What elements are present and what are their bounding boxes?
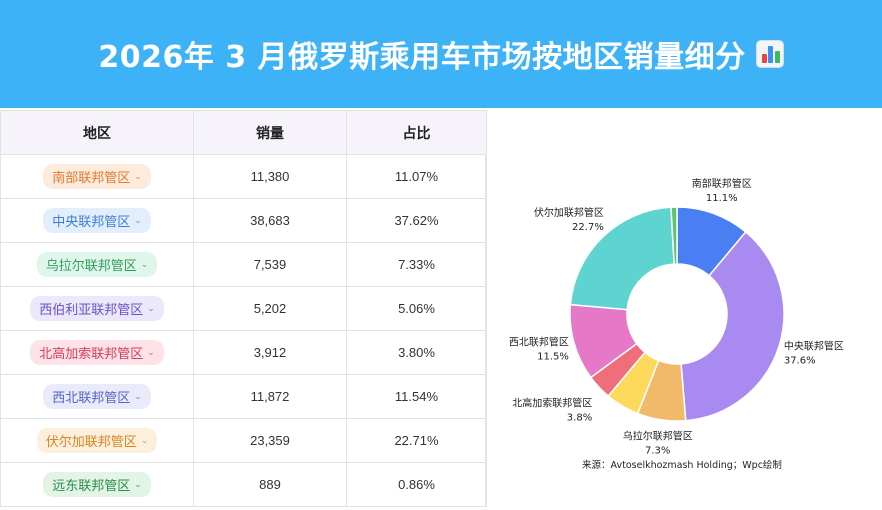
slice-label: 乌拉尔联邦管区 — [623, 430, 693, 443]
column-header-share: 占比 — [346, 110, 487, 155]
region-tag-label: 伏尔加联邦管区 — [45, 435, 137, 450]
header-banner: 2026年 3 月俄罗斯乘用车市场按地区销量细分 — [0, 0, 882, 108]
region-tag-label: 远东联邦管区 — [52, 479, 131, 494]
sales-cell: 889 — [193, 462, 347, 507]
region-tag-label: 中央联邦管区 — [52, 215, 131, 230]
table-row: 北高加索联邦管区 ⌄ 3,912 3.80% — [0, 330, 487, 375]
region-tag-dropdown[interactable]: 中央联邦管区 ⌄ — [43, 208, 151, 233]
sales-cell: 7,539 — [193, 242, 347, 287]
region-tag-label: 西伯利亚联邦管区 — [39, 303, 144, 318]
share-cell: 3.80% — [346, 330, 487, 375]
share-cell: 0.86% — [346, 462, 487, 507]
sales-cell: 38,683 — [193, 198, 347, 243]
region-tag-label: 乌拉尔联邦管区 — [45, 259, 137, 274]
share-cell: 7.33% — [346, 242, 487, 287]
slice-label: 伏尔加联邦管区 — [534, 206, 604, 219]
region-tag-dropdown[interactable]: 南部联邦管区 ⌄ — [43, 164, 151, 189]
share-cell: 5.06% — [346, 286, 487, 331]
chevron-down-icon: ⌄ — [134, 391, 142, 402]
slice-label: 北高加索联邦管区 — [512, 397, 592, 410]
region-tag-dropdown[interactable]: 伏尔加联邦管区 ⌄ — [36, 428, 158, 453]
donut-slice — [569, 206, 675, 311]
table-row: 西北联邦管区 ⌄ 11,872 11.54% — [0, 374, 487, 419]
bar-chart-emoji-icon — [755, 40, 784, 68]
sales-cell: 11,380 — [193, 154, 347, 199]
region-tag-label: 北高加索联邦管区 — [39, 347, 144, 362]
region-tag-dropdown[interactable]: 北高加索联邦管区 ⌄ — [30, 340, 164, 365]
column-header-region: 地区 — [0, 110, 194, 155]
slice-percent-label: 7.3% — [645, 446, 670, 457]
sales-cell: 5,202 — [193, 286, 347, 331]
region-cell: 西北联邦管区 ⌄ — [0, 374, 194, 419]
donut-slice — [680, 230, 785, 422]
chevron-down-icon: ⌄ — [147, 303, 155, 314]
chevron-down-icon: ⌄ — [134, 479, 142, 490]
share-cell: 11.07% — [346, 154, 487, 199]
share-cell: 37.62% — [346, 198, 487, 243]
region-cell: 伏尔加联邦管区 ⌄ — [0, 418, 194, 463]
donut-chart-panel: 南部联邦管区 11.1% 中央联邦管区 37.6% 乌拉尔联邦管区 7.3% 北高加索联邦管… — [487, 110, 882, 506]
table-row: 远东联邦管区 ⌄ 889 0.86% — [0, 462, 487, 507]
chart-source-note: 来源：Avtoselkhozmash Holding；Wpc绘制 — [582, 459, 782, 471]
donut-chart: 南部联邦管区 11.1% 中央联邦管区 37.6% 乌拉尔联邦管区 7.3% 北高加索联邦管… — [509, 177, 844, 471]
chevron-down-icon: ⌄ — [140, 259, 149, 270]
region-tag-label: 南部联邦管区 — [52, 171, 131, 186]
table-row: 乌拉尔联邦管区 ⌄ 7,539 7.33% — [0, 242, 487, 287]
sales-cell: 11,872 — [193, 374, 347, 419]
slice-percent-label: 11.5% — [537, 351, 569, 362]
region-cell: 远东联邦管区 ⌄ — [0, 462, 194, 507]
region-cell: 乌拉尔联邦管区 ⌄ — [0, 242, 194, 287]
table-row: 西伯利亚联邦管区 ⌄ 5,202 5.06% — [0, 286, 487, 331]
region-tag-dropdown[interactable]: 西北联邦管区 ⌄ — [43, 384, 151, 409]
sales-cell: 23,359 — [193, 418, 347, 463]
sales-cell: 3,912 — [193, 330, 347, 375]
share-cell: 22.71% — [346, 418, 487, 463]
sales-table-panel: 地区 销量 占比 南部联邦管区 ⌄ 11,380 11.07% 中央联邦管区 ⌄ 38,68… — [0, 110, 487, 507]
slice-percent-label: 37.6% — [784, 356, 816, 367]
slice-label: 西北联邦管区 — [509, 335, 569, 348]
page-title: 2026年 3 月俄罗斯乘用车市场按地区销量细分 — [98, 40, 746, 75]
chevron-down-icon: ⌄ — [134, 215, 142, 226]
region-cell: 南部联邦管区 ⌄ — [0, 154, 194, 199]
region-tag-dropdown[interactable]: 乌拉尔联邦管区 ⌄ — [36, 252, 158, 277]
slice-percent-label: 22.7% — [572, 222, 604, 233]
slice-label: 南部联邦管区 — [692, 177, 752, 190]
table-header-row: 地区 销量 占比 — [0, 110, 487, 155]
chevron-down-icon: ⌄ — [134, 171, 142, 182]
region-cell: 西伯利亚联邦管区 ⌄ — [0, 286, 194, 331]
table-row: 中央联邦管区 ⌄ 38,683 37.62% — [0, 198, 487, 243]
table-row: 南部联邦管区 ⌄ 11,380 11.07% — [0, 154, 487, 199]
column-header-sales: 销量 — [193, 110, 347, 155]
region-tag-dropdown[interactable]: 远东联邦管区 ⌄ — [43, 472, 151, 497]
region-cell: 北高加索联邦管区 ⌄ — [0, 330, 194, 375]
donut-slice — [670, 206, 678, 265]
sales-table: 地区 销量 占比 南部联邦管区 ⌄ 11,380 11.07% 中央联邦管区 ⌄ 38,68… — [0, 110, 487, 507]
slice-percent-label: 3.8% — [567, 413, 592, 424]
slice-percent-label: 11.1% — [706, 193, 738, 204]
region-tag-label: 西北联邦管区 — [52, 391, 131, 406]
chevron-down-icon: ⌄ — [140, 435, 149, 446]
chevron-down-icon: ⌄ — [147, 347, 155, 358]
region-cell: 中央联邦管区 ⌄ — [0, 198, 194, 243]
share-cell: 11.54% — [346, 374, 487, 419]
slice-label: 中央联邦管区 — [784, 340, 844, 353]
table-row: 伏尔加联邦管区 ⌄ 23,359 22.71% — [0, 418, 487, 463]
region-tag-dropdown[interactable]: 西伯利亚联邦管区 ⌄ — [30, 296, 164, 321]
